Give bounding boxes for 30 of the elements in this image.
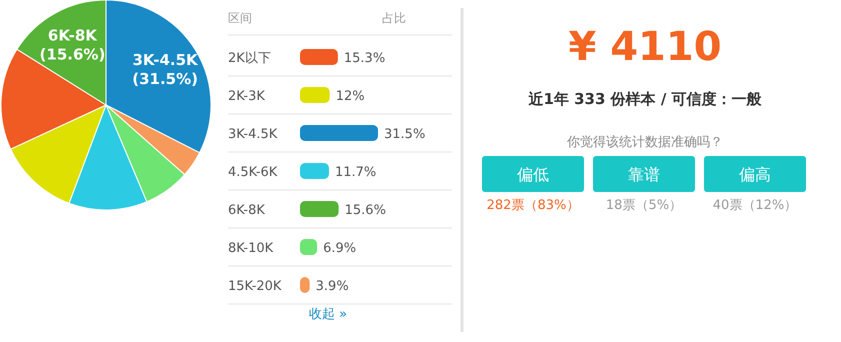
data-label: 15.6% <box>344 203 386 218</box>
y-tick-label: 2K以下 <box>228 51 271 66</box>
data-label: (15.6%) <box>40 45 106 64</box>
y-axis-title: 区间 <box>228 11 252 25</box>
text: 40票（12%） <box>712 198 798 213</box>
text: ¥ 4110 <box>568 24 722 70</box>
y-tick-label: 4.5K-6K <box>228 165 278 180</box>
x-axis-title: 占比 <box>382 11 406 25</box>
data-label: 31.5% <box>384 127 426 142</box>
y-tick-label: 2K-3K <box>228 89 266 104</box>
text: 靠谱 <box>628 165 660 184</box>
data-label: 12% <box>336 89 365 104</box>
text: 偏高 <box>739 165 771 184</box>
data-label: 6.9% <box>323 241 356 256</box>
slice-label: 3K-4.5K <box>132 50 200 69</box>
text: 近1年 333 份样本 / 可信度：一般 <box>527 90 763 108</box>
text: 18票（5%） <box>606 198 682 213</box>
y-tick-label: 6K-8K <box>228 203 266 218</box>
y-tick-label: 15K-20K <box>228 279 282 294</box>
text: 你觉得该统计数据准确吗？ <box>566 134 723 150</box>
text: 偏低 <box>517 165 549 184</box>
data-label: (31.5%) <box>132 70 198 88</box>
data-label: 15.3% <box>344 51 386 66</box>
y-tick-label: 8K-10K <box>228 241 274 256</box>
slice-label: 6K-8K <box>48 26 98 44</box>
text: 282票（83%） <box>486 198 580 213</box>
text: 收起 » <box>308 307 348 322</box>
data-label: 11.7% <box>334 165 376 180</box>
y-tick-label: 3K-4.5K <box>228 127 278 142</box>
data-label: 3.9% <box>316 279 349 294</box>
